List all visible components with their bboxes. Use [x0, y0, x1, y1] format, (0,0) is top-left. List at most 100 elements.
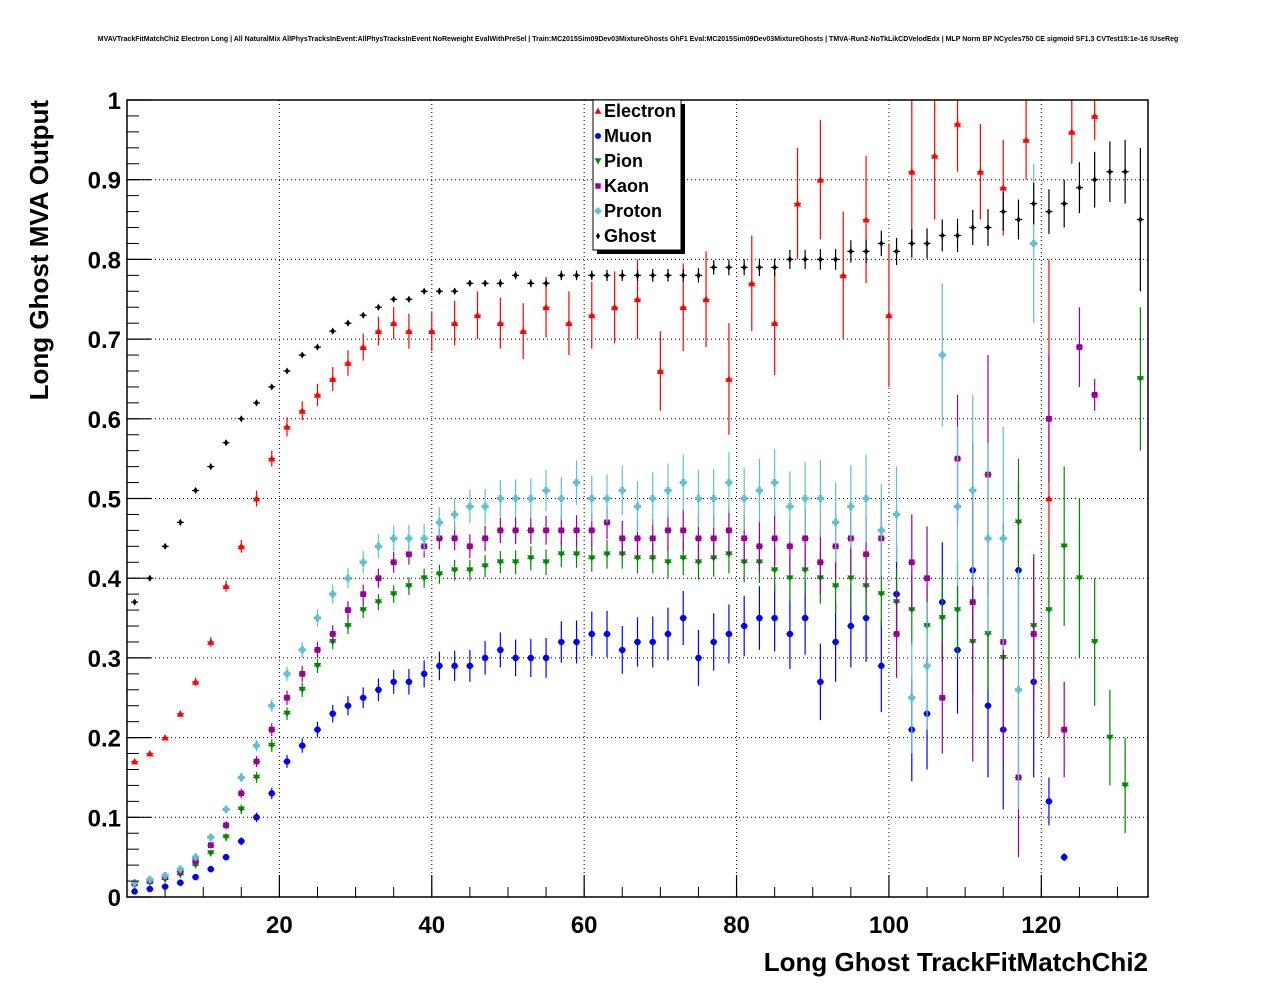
pion-point: [588, 555, 596, 562]
electron-point: [931, 152, 939, 159]
electron-point: [374, 327, 383, 335]
muon-point: [588, 630, 596, 638]
proton-point: [511, 494, 520, 503]
electron-point: [252, 494, 261, 502]
pion-point: [908, 607, 916, 614]
ghost-point: [742, 263, 747, 271]
muon-point: [527, 654, 535, 662]
ghost-point: [406, 295, 412, 303]
ghost-point: [787, 255, 793, 263]
kaon-point: [924, 575, 930, 582]
electron-point: [496, 319, 504, 327]
ghost-point: [1046, 207, 1052, 216]
y-tick-label: 0.9: [88, 168, 121, 195]
proton-point: [252, 741, 261, 750]
kaon-point: [726, 527, 732, 534]
legend-marker-electron: [594, 107, 602, 114]
kaon-point: [238, 790, 245, 797]
legend-label-pion: Pion: [604, 151, 643, 171]
electron-point: [793, 200, 802, 207]
ghost-point: [239, 415, 244, 423]
ghost-point: [421, 287, 427, 295]
proton-point: [786, 502, 794, 511]
proton-point: [999, 534, 1007, 542]
kaon-point: [588, 527, 595, 534]
proton-point: [527, 494, 535, 503]
proton-point: [710, 494, 718, 503]
ghost-point: [1031, 200, 1036, 208]
ghost-point: [985, 223, 991, 232]
kaon-point: [802, 535, 809, 542]
kaon-point: [649, 535, 656, 542]
y-tick-label: 0.5: [88, 487, 121, 514]
proton-point: [405, 534, 413, 542]
muon-point: [344, 702, 352, 709]
proton-point: [146, 875, 154, 884]
kaon-point: [451, 535, 458, 542]
ghost-point: [1077, 184, 1082, 192]
muon-point: [177, 879, 184, 886]
proton-point: [923, 662, 931, 670]
proton-point: [176, 865, 184, 873]
electron-point: [748, 279, 756, 287]
pion-point: [679, 555, 687, 562]
electron-point: [565, 319, 573, 327]
electron-point: [191, 678, 200, 685]
electron-point: [885, 311, 893, 319]
ghost-point: [620, 271, 625, 279]
proton-point: [359, 558, 367, 566]
ghost-point: [543, 279, 549, 287]
pion-point: [1045, 607, 1053, 614]
x-tick-label: 120: [1021, 912, 1061, 939]
pion-point: [298, 686, 306, 694]
ghost-point: [162, 542, 168, 550]
kaon-series: [131, 307, 1099, 887]
kaon-point: [908, 559, 915, 566]
ghost-point: [1107, 168, 1113, 176]
muon-point: [420, 670, 428, 678]
y-axis-title: Long Ghost MVA Output: [24, 100, 54, 401]
x-tick-label: 40: [418, 912, 445, 939]
electron-point: [771, 319, 779, 327]
pion-point: [527, 555, 535, 562]
ghost-point: [833, 255, 838, 263]
muon-point: [375, 686, 382, 694]
muon-point: [634, 638, 641, 646]
pion-point: [496, 559, 504, 566]
ghost-point: [818, 255, 823, 263]
legend-label-electron: Electron: [604, 101, 676, 121]
pion-point: [786, 575, 794, 582]
legend-marker-proton: [594, 207, 602, 215]
muon-point: [542, 654, 550, 662]
muon-point: [390, 678, 397, 686]
proton-point: [466, 502, 474, 511]
proton-point: [283, 670, 291, 678]
ghost-point: [391, 295, 396, 303]
y-tick-label: 0.7: [88, 327, 121, 354]
legend-label-proton: Proton: [604, 201, 662, 221]
muon-point: [283, 758, 291, 765]
muon-point: [603, 630, 611, 638]
kaon-point: [893, 631, 900, 637]
electron-point: [237, 542, 245, 550]
proton-point: [420, 534, 428, 542]
electron-point: [702, 295, 710, 303]
y-tick-label: 0: [108, 885, 121, 912]
pion-point: [222, 834, 230, 841]
ghost-point: [132, 598, 137, 606]
pion-point: [283, 710, 291, 718]
proton-point: [374, 542, 383, 550]
proton-point: [679, 478, 687, 487]
kaon-point: [1076, 344, 1083, 350]
muon-point: [222, 853, 230, 861]
electron-point: [816, 176, 824, 183]
ghost-point: [863, 247, 869, 256]
muon-point: [268, 790, 276, 797]
pion-point: [771, 567, 779, 574]
pion-point: [1106, 734, 1114, 742]
electron-point: [908, 168, 916, 175]
proton-point: [572, 478, 581, 487]
kaon-point: [299, 670, 306, 677]
muon-point: [664, 630, 672, 638]
ghost-point: [772, 263, 777, 271]
